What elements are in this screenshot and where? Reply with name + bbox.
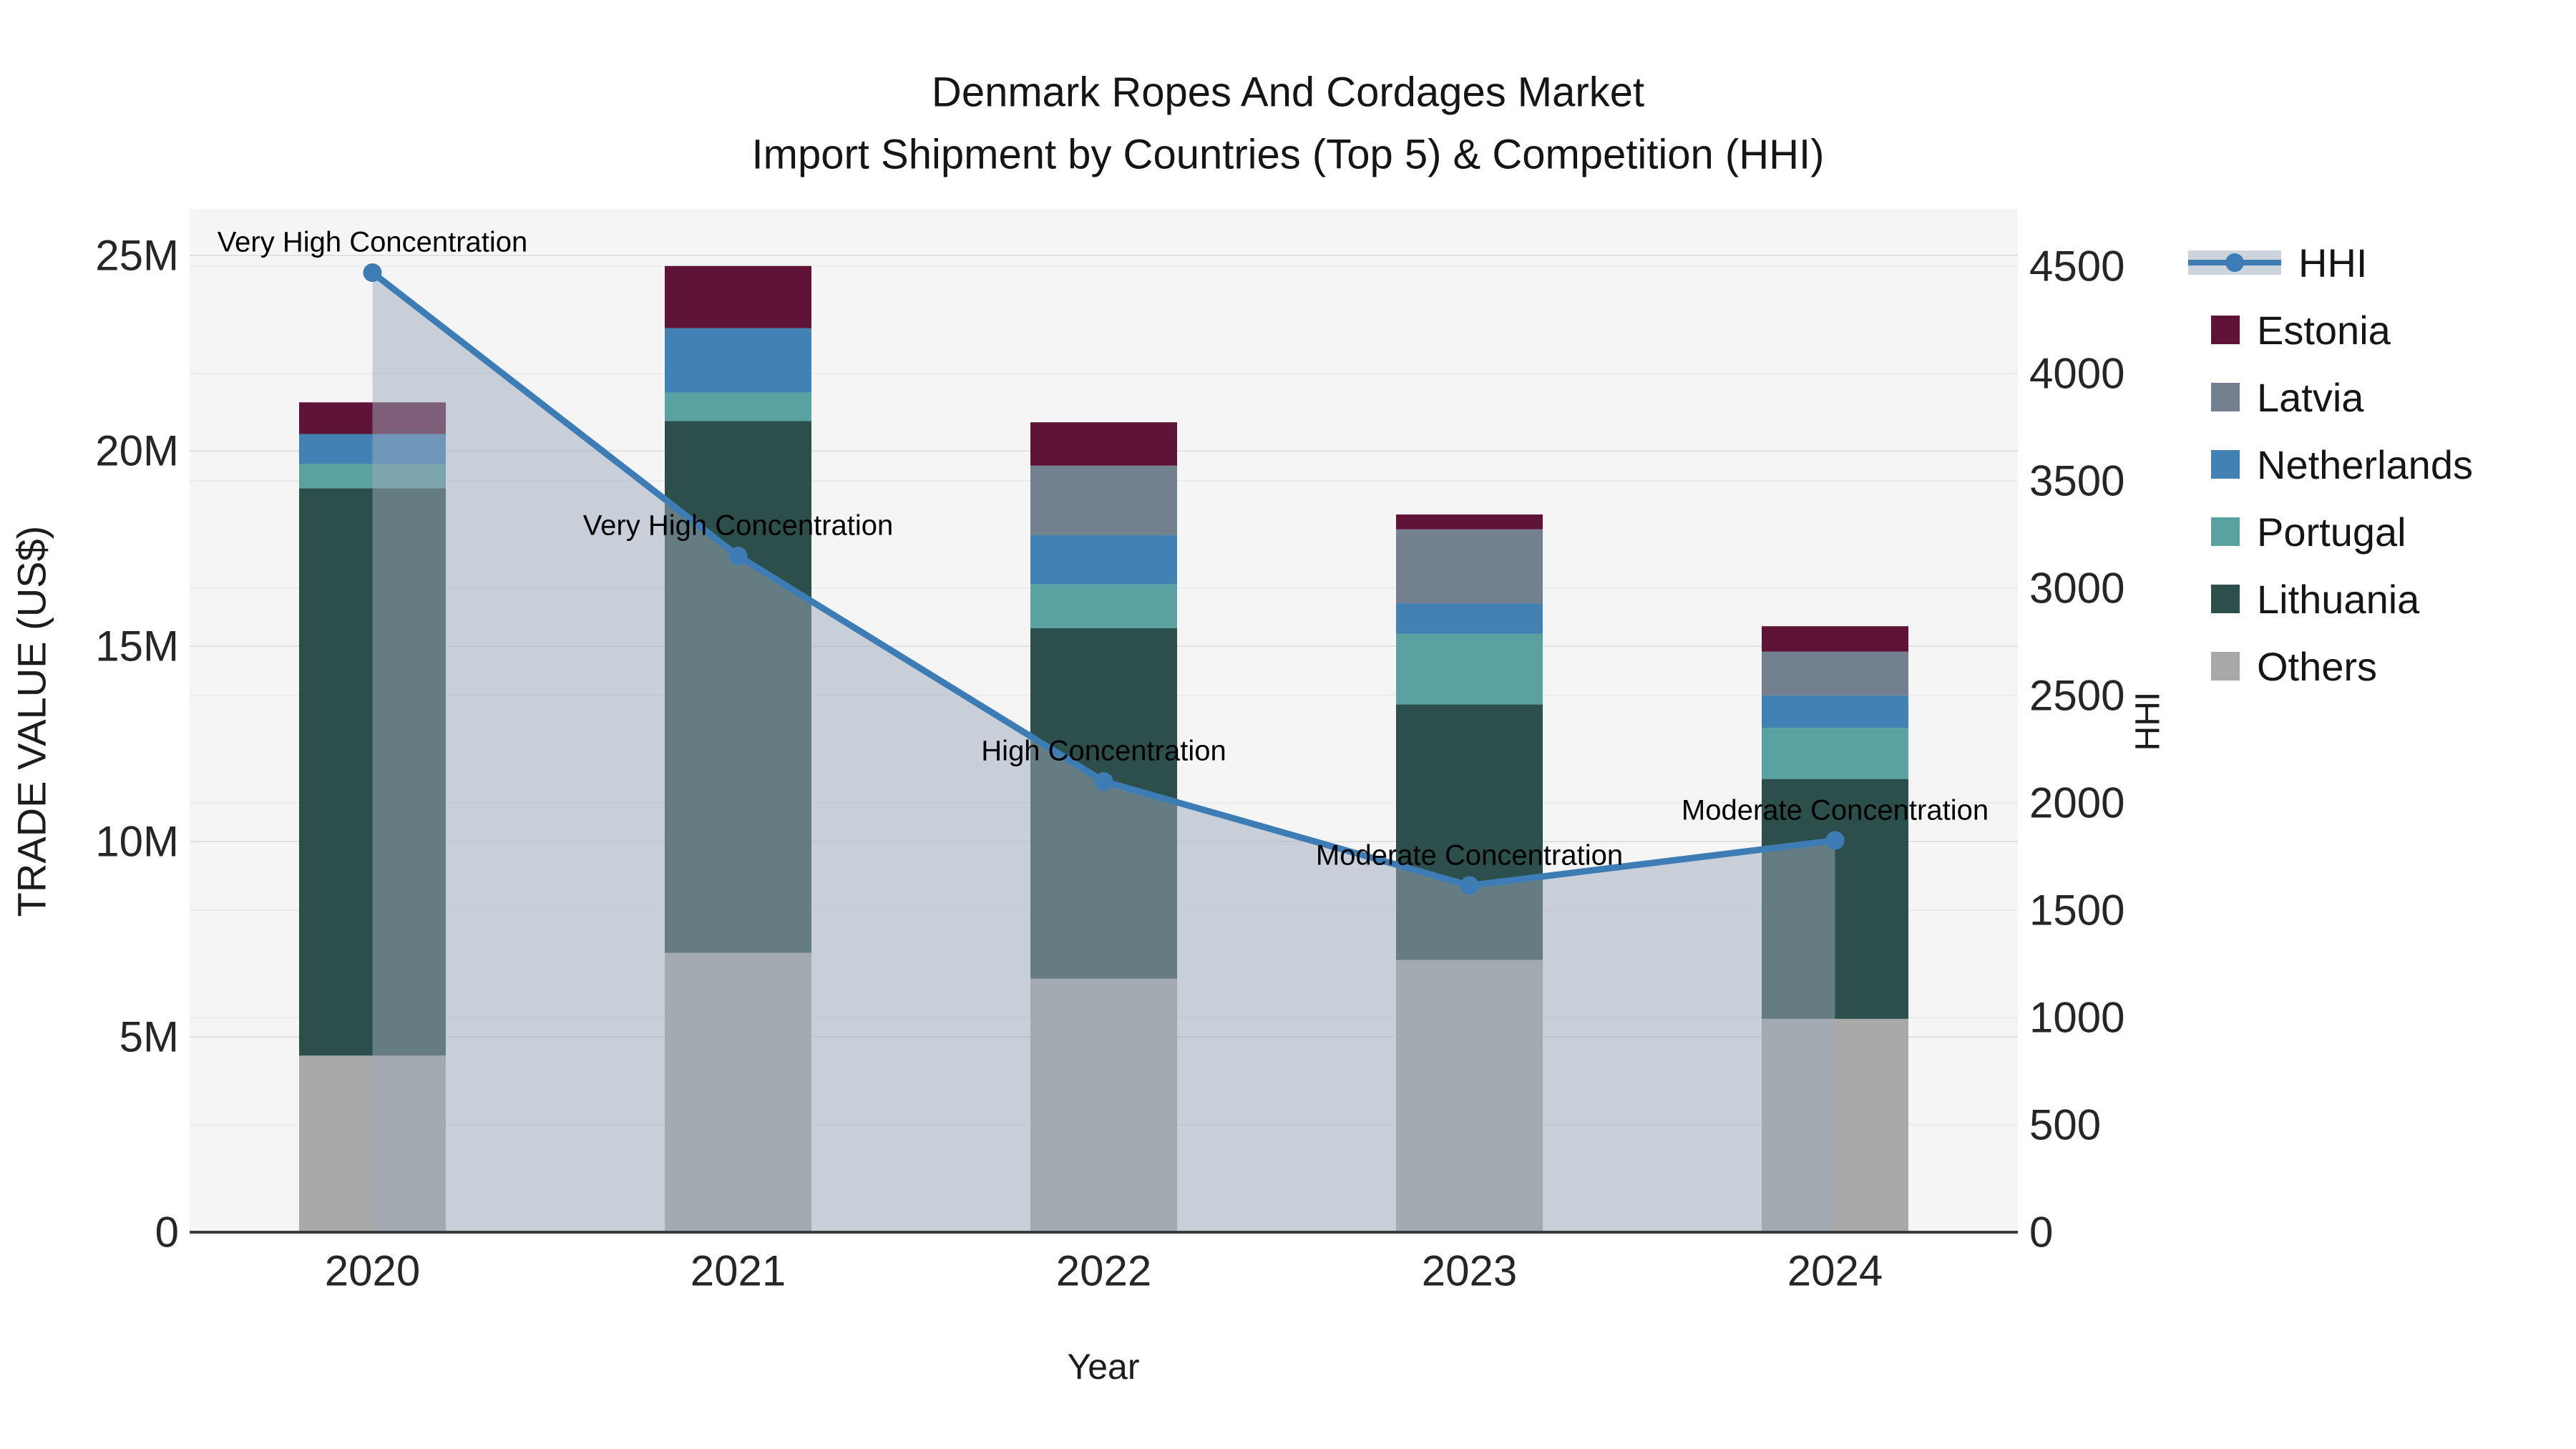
hhi-marker-2023 xyxy=(1460,876,1479,895)
legend-label-hhi: HHI xyxy=(2298,240,2368,286)
right-tick-3000: 3000 xyxy=(2029,564,2125,613)
legend-item-latvia: Latvia xyxy=(2188,375,2363,420)
bar-segment-2024-latvia xyxy=(1762,651,1908,696)
annotation-2024: Moderate Concentration xyxy=(1681,794,1989,826)
bar-segment-2022-estonia xyxy=(1030,422,1177,466)
legend-swatch-others xyxy=(2211,652,2240,680)
right-axis-title: HHI xyxy=(2129,691,2167,751)
legend-label-others: Others xyxy=(2257,643,2378,689)
bar-segment-2022-netherlands xyxy=(1030,535,1177,585)
bar-segment-2022-latvia xyxy=(1030,465,1177,535)
legend-swatch-lithuania xyxy=(2211,585,2240,613)
legend-item-others: Others xyxy=(2188,644,2377,689)
right-tick-500: 500 xyxy=(2029,1101,2102,1149)
annotation-2022: High Concentration xyxy=(981,735,1226,767)
right-tick-3500: 3500 xyxy=(2029,457,2125,505)
left-tick-15M: 15M xyxy=(95,622,179,670)
x-tick-2024: 2024 xyxy=(1787,1246,1883,1295)
bar-segment-2024-estonia xyxy=(1762,626,1908,652)
left-tick-20M: 20M xyxy=(95,426,179,475)
legend-label-latvia: Latvia xyxy=(2257,374,2364,420)
legend-label-lithuania: Lithuania xyxy=(2257,576,2420,622)
bar-segment-2023-latvia xyxy=(1396,529,1543,604)
legend-hhi-marker xyxy=(2225,253,2244,272)
bar-segment-2021-portugal xyxy=(665,392,811,421)
legend-item-portugal: Portugal xyxy=(2188,509,2406,555)
annotation-2023: Moderate Concentration xyxy=(1315,839,1624,871)
x-tick-2022: 2022 xyxy=(1055,1246,1152,1295)
legend-label-portugal: Portugal xyxy=(2257,509,2406,555)
legend-item-lithuania: Lithuania xyxy=(2188,577,2419,622)
legend-item-estonia: Estonia xyxy=(2188,307,2391,353)
bar-segment-2021-estonia xyxy=(665,265,811,328)
legend-swatch-portugal xyxy=(2211,517,2240,546)
legend-swatch-netherlands xyxy=(2211,450,2240,479)
right-tick-4500: 4500 xyxy=(2029,242,2125,291)
legend-swatch-line-hhi xyxy=(2188,250,2281,275)
hhi-marker-2024 xyxy=(1825,831,1845,850)
hhi-marker-2022 xyxy=(1094,772,1113,791)
annotation-2020: Very High Concentration xyxy=(217,226,528,258)
x-axis-title: Year xyxy=(1067,1347,1140,1387)
legend-swatch-latvia xyxy=(2211,383,2240,411)
x-tick-2020: 2020 xyxy=(324,1246,421,1295)
left-tick-5M: 5M xyxy=(119,1013,179,1061)
left-tick-10M: 10M xyxy=(95,817,179,866)
hhi-area-fill xyxy=(372,273,1835,1232)
right-tick-1500: 1500 xyxy=(2029,886,2125,935)
annotation-2021: Very High Concentration xyxy=(582,509,894,542)
chart-title-line2: Import Shipment by Countries (Top 5) & C… xyxy=(751,131,1825,178)
left-tick-0: 0 xyxy=(155,1208,179,1257)
legend-label-estonia: Estonia xyxy=(2257,307,2391,353)
legend-item-netherlands: Netherlands xyxy=(2188,442,2473,487)
bar-segment-2023-netherlands xyxy=(1396,603,1543,634)
right-tick-0: 0 xyxy=(2029,1208,2054,1257)
right-tick-1000: 1000 xyxy=(2029,993,2125,1042)
bar-segment-2024-netherlands xyxy=(1762,695,1908,728)
left-axis-title: TRADE VALUE (US$) xyxy=(9,525,54,917)
bar-segment-2022-portugal xyxy=(1030,584,1177,628)
hhi-marker-2021 xyxy=(728,547,748,565)
x-tick-2021: 2021 xyxy=(690,1246,786,1295)
bar-segment-2023-estonia xyxy=(1396,514,1543,530)
left-tick-25M: 25M xyxy=(95,231,179,280)
legend-swatch-estonia xyxy=(2211,316,2240,344)
chart-title-line1: Denmark Ropes And Cordages Market xyxy=(931,69,1645,116)
hhi-marker-2020 xyxy=(363,263,382,282)
legend-label-netherlands: Netherlands xyxy=(2257,441,2473,487)
bar-segment-2023-portugal xyxy=(1396,633,1543,705)
right-tick-2500: 2500 xyxy=(2029,671,2125,720)
legend-item-hhi: HHI xyxy=(2188,240,2368,286)
x-tick-2023: 2023 xyxy=(1421,1246,1518,1295)
right-tick-4000: 4000 xyxy=(2029,349,2125,398)
right-tick-2000: 2000 xyxy=(2029,779,2125,827)
bar-segment-2024-portugal xyxy=(1762,728,1908,779)
bar-segment-2021-netherlands xyxy=(665,328,811,393)
